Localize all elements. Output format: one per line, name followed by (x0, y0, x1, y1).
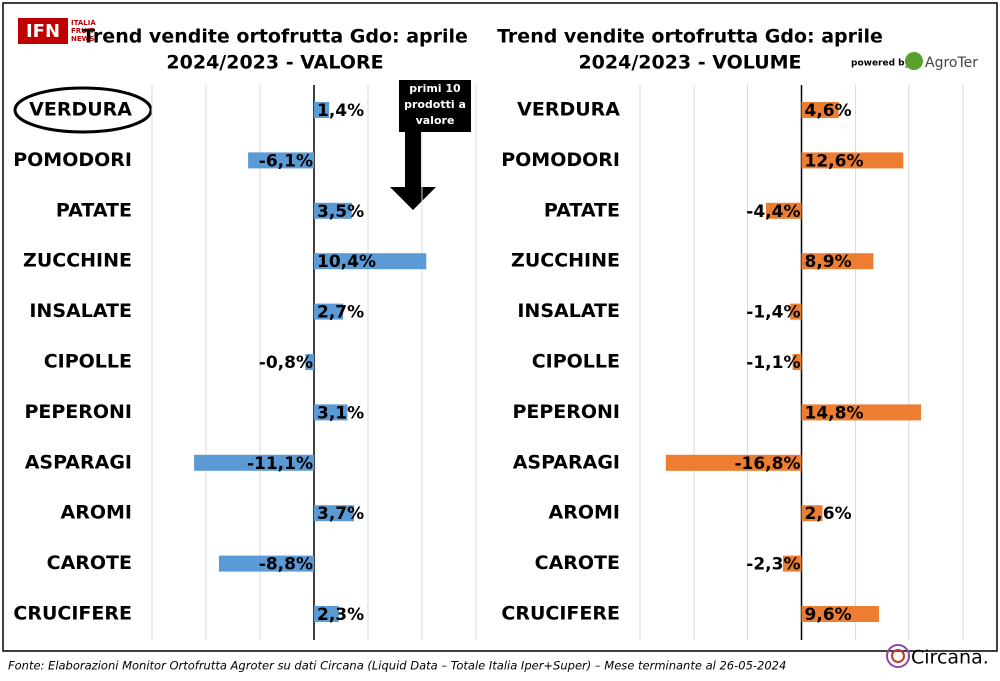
powered-by: powered by (851, 59, 911, 69)
bar (792, 354, 802, 370)
bar (801, 505, 823, 522)
bar (314, 102, 330, 118)
bar (765, 202, 802, 219)
category-label: PATATE (544, 199, 620, 221)
value-label: 12,6% (805, 151, 864, 171)
value-label: 2,6% (805, 504, 852, 524)
category-label: ZUCCHINE (511, 250, 620, 272)
chart-title: Trend vendite ortofrutta Gdo: aprile (497, 26, 883, 48)
category-label: ZUCCHINE (23, 250, 132, 272)
value-label: -8,8% (259, 555, 313, 575)
category-label: PEPERONI (512, 401, 620, 423)
category-label: VERDURA (29, 99, 132, 121)
bar (218, 555, 314, 572)
bar (801, 404, 922, 421)
bar (801, 606, 880, 622)
category-label: VERDURA (517, 99, 620, 121)
bar (194, 454, 314, 471)
frame (2, 2, 998, 652)
annotation: primi 10 prodotti a valore (399, 80, 471, 132)
category-label: CIPOLLE (44, 351, 132, 373)
value-label: 2,7% (317, 303, 364, 323)
circana-logo: Circana. (911, 647, 989, 669)
category-label: INSALATE (29, 300, 132, 322)
value-label: 1,4% (317, 101, 364, 121)
bar (801, 253, 874, 270)
bar (314, 303, 344, 320)
value-label: -1,4% (746, 303, 800, 323)
logo-line: FRUIT (71, 27, 94, 35)
value-label: -1,1% (746, 353, 800, 373)
arrow-shaft (405, 132, 421, 187)
category-label: CRUCIFERE (501, 603, 620, 625)
chart-title: Trend vendite ortofrutta Gdo: aprile (82, 26, 468, 48)
category-label: AROMI (549, 502, 620, 524)
value-label: -11,1% (247, 454, 313, 474)
bar (790, 303, 802, 320)
chart-subtitle: 2024/2023 - VOLUME (578, 52, 801, 74)
bar (314, 606, 339, 622)
value-label: 3,1% (317, 403, 364, 423)
agroter-logo: AgroTer (925, 55, 978, 71)
value-label: 14,8% (805, 403, 864, 423)
agroter-icon (905, 52, 923, 70)
value-label: 2,3% (317, 605, 364, 625)
logo-mark: IFN (26, 21, 60, 42)
category-label: INSALATE (517, 300, 620, 322)
category-label: CRUCIFERE (13, 603, 132, 625)
value-label: -16,8% (734, 454, 800, 474)
arrow-head (390, 187, 436, 210)
logo-line: NEWS (71, 35, 94, 43)
category-label: ASPARAGI (513, 451, 620, 473)
bar (305, 354, 314, 370)
logo-line: ITALIA (71, 19, 96, 27)
category-label: POMODORI (13, 149, 132, 171)
value-label: 8,9% (805, 252, 852, 272)
category-label: PATATE (56, 199, 132, 221)
bar (801, 152, 904, 169)
value-label: 3,5% (317, 202, 364, 222)
category-label: CAROTE (47, 552, 132, 574)
value-label: -0,8% (259, 353, 313, 373)
category-label: POMODORI (501, 149, 620, 171)
bar (782, 555, 802, 572)
category-label: PEPERONI (24, 401, 132, 423)
value-label: 4,6% (805, 101, 852, 121)
bar (801, 102, 839, 118)
highlight-ellipse (13, 86, 153, 134)
source: Fonte: Elaborazioni Monitor Ortofrutta A… (8, 659, 786, 673)
value-label: -4,4% (746, 202, 800, 222)
value-label: -2,3% (746, 555, 800, 575)
category-label: CIPOLLE (532, 351, 620, 373)
category-label: ASPARAGI (25, 451, 132, 473)
chart-subtitle: 2024/2023 - VALORE (166, 52, 383, 74)
logo-box (18, 18, 68, 44)
value-label: 10,4% (317, 252, 376, 272)
value-label: 3,7% (317, 504, 364, 524)
value-label: -6,1% (259, 151, 313, 171)
circana-icon (886, 644, 910, 668)
bar (314, 404, 348, 421)
circana-icon (891, 649, 905, 663)
category-label: AROMI (61, 502, 132, 524)
bar (314, 505, 354, 522)
bar (248, 152, 314, 169)
bar (665, 454, 802, 471)
bar (314, 202, 352, 219)
category-label: CAROTE (535, 552, 620, 574)
bar (314, 253, 427, 270)
value-label: 9,6% (805, 605, 852, 625)
